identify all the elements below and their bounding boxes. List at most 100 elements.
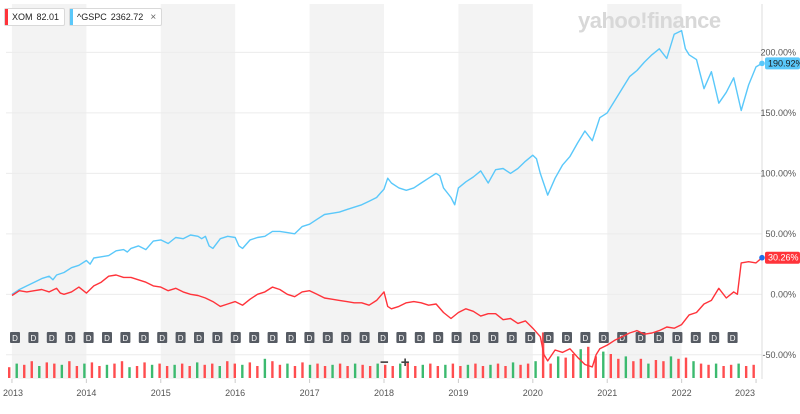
volume-bar	[722, 366, 725, 378]
dividend-marker-label: D	[380, 334, 386, 343]
volume-bar	[256, 366, 259, 378]
dividend-marker	[654, 332, 664, 343]
legend-item-xom[interactable]: XOM 82.01	[4, 8, 66, 26]
dividend-marker-label: D	[31, 334, 37, 343]
volume-bar	[459, 366, 462, 378]
volume-bar	[609, 354, 612, 378]
volume-bar	[128, 367, 131, 378]
dividend-marker	[359, 332, 370, 343]
volume-bar	[391, 366, 394, 378]
dividend-marker-label: D	[638, 334, 644, 343]
legend-item-gspc[interactable]: ^GSPC 2362.72 ×	[69, 8, 163, 26]
dividend-marker-label: D	[104, 334, 110, 343]
volume-bar	[113, 363, 116, 378]
volume-bar	[165, 366, 169, 378]
legend: XOM 82.01 ^GSPC 2362.72 ×	[4, 8, 163, 26]
dividend-marker	[175, 332, 186, 343]
volume-bar	[534, 361, 537, 378]
dividend-marker	[414, 332, 425, 343]
dividend-marker	[525, 332, 536, 343]
volume-bar	[669, 356, 673, 378]
volume-bar	[481, 366, 485, 378]
dividend-marker-label: D	[86, 334, 92, 343]
dividend-marker	[543, 332, 554, 343]
zoom-in-button[interactable]: +	[400, 354, 410, 371]
dividend-marker	[10, 332, 20, 343]
x-tick-label: 2019	[448, 388, 468, 398]
close-icon[interactable]: ×	[150, 11, 157, 23]
volume-bar	[180, 363, 184, 378]
volume-bar	[624, 356, 628, 378]
volume-bar	[556, 356, 560, 378]
series-line-gspc	[11, 29, 763, 295]
volume-bar	[83, 363, 86, 378]
volume-bar	[233, 363, 236, 378]
x-tick-label: 2021	[597, 388, 617, 398]
volume-bar	[654, 360, 658, 378]
last-value-badge	[765, 57, 800, 70]
y-tick-label: -50.00%	[762, 350, 796, 360]
volume-bar	[504, 366, 507, 378]
dividend-marker-label: D	[251, 334, 257, 343]
series-line-xom	[11, 257, 763, 368]
volume-bar	[414, 366, 417, 378]
dividend-marker-label: D	[343, 334, 349, 343]
dividend-marker	[65, 332, 76, 343]
volume-bar	[211, 363, 214, 378]
volume-bar	[53, 363, 56, 378]
volume-bar	[301, 362, 304, 378]
volume-bar	[8, 367, 11, 378]
dividend-marker-label: D	[12, 334, 18, 343]
volume-bar	[572, 354, 575, 378]
volume-bar	[384, 364, 387, 378]
dividend-marker-label: D	[159, 334, 165, 343]
volume-bar	[203, 364, 206, 378]
dividend-marker-label: D	[454, 334, 460, 343]
dividend-marker	[672, 332, 683, 343]
dividend-marker-label: D	[601, 334, 607, 343]
volume-bar	[699, 363, 703, 378]
dividend-marker-label: D	[141, 334, 147, 343]
dividend-marker	[451, 332, 462, 343]
volume-bar	[617, 358, 620, 378]
dividend-marker	[138, 332, 149, 343]
dividend-marker	[322, 332, 333, 343]
dividend-marker	[727, 332, 738, 343]
volume-bar	[308, 364, 312, 378]
volume-bar	[263, 358, 267, 378]
volume-bar	[196, 362, 199, 378]
volume-bar	[90, 362, 94, 378]
volume-bar	[323, 366, 327, 378]
volume-bar	[489, 364, 492, 378]
volume-bar	[226, 361, 229, 378]
dividend-marker-label: D	[619, 334, 625, 343]
volume-bar	[143, 362, 146, 378]
y-tick-label: 150.00%	[760, 108, 796, 118]
volume-bar	[474, 363, 477, 378]
last-point-dot	[759, 254, 765, 261]
dividend-marker-label: D	[527, 334, 533, 343]
last-value-label: 30.26%	[768, 253, 799, 263]
volume-bar	[744, 366, 748, 378]
volume-bar	[594, 356, 597, 378]
volume-bar	[278, 364, 282, 378]
volume-bar	[135, 366, 139, 378]
last-value-badge	[765, 251, 800, 264]
volume-bar	[526, 363, 530, 378]
volume-bar	[98, 366, 101, 378]
x-tick-label: 2020	[523, 388, 543, 398]
volume-bar	[15, 363, 18, 378]
dividend-marker	[580, 332, 591, 343]
dividend-marker	[120, 332, 131, 343]
volume-bar	[368, 366, 372, 378]
volume-bar	[564, 357, 567, 378]
volume-bar	[30, 361, 33, 378]
volume-bar	[361, 364, 364, 378]
dividend-marker	[341, 332, 352, 343]
dividend-marker-label: D	[196, 334, 202, 343]
zoom-out-button[interactable]: −	[380, 354, 389, 371]
volume-bar	[316, 363, 319, 378]
x-tick-label: 2014	[76, 388, 96, 398]
